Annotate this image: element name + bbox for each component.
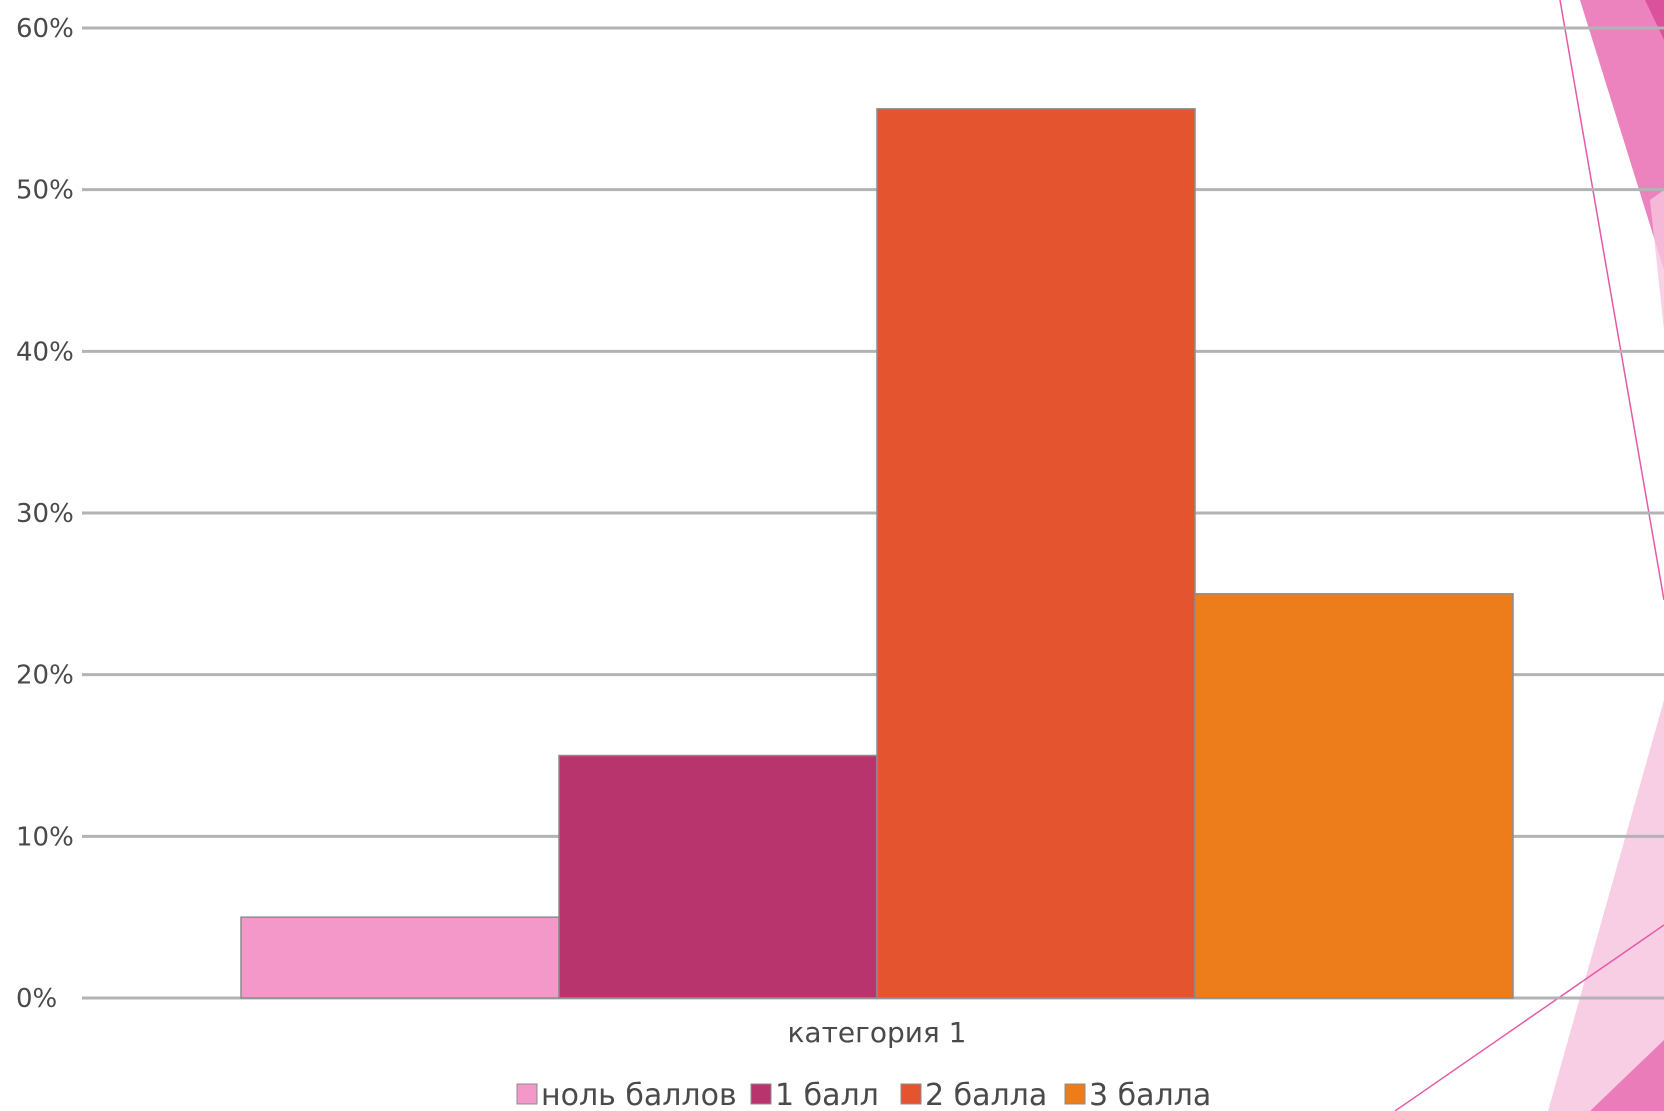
decor-bottom-corner — [1590, 1040, 1664, 1111]
legend-label: 3 балла — [1089, 1078, 1211, 1111]
decorative-slide-shapes — [1394, 0, 1664, 1111]
decor-bottom-shard — [1548, 700, 1664, 1111]
y-tick-label: 20% — [16, 661, 74, 691]
bar — [876, 108, 1196, 999]
decor-line-1 — [1559, 0, 1664, 601]
x-category-label: категория 1 — [788, 1016, 967, 1049]
legend-label: 1 балл — [775, 1078, 879, 1111]
legend-swatch — [750, 1083, 772, 1105]
y-tick-label: 40% — [16, 337, 74, 367]
decor-top-shard — [1580, 0, 1664, 270]
legend: ноль баллов 1 балл 2 балла 3 балла — [516, 1078, 1211, 1111]
y-tick-label: 10% — [16, 822, 74, 852]
legend-swatch — [1064, 1083, 1086, 1105]
decor-line-2 — [1394, 924, 1664, 1111]
y-tick-label: 30% — [16, 499, 74, 529]
decor-top-corner — [1645, 0, 1664, 40]
bars — [240, 108, 1514, 999]
bar — [1194, 593, 1514, 999]
legend-label: ноль баллов — [541, 1078, 737, 1111]
y-axis-tick-labels: 0% 10% 20% 30% 40% 50% 60% — [16, 14, 74, 1014]
legend-swatch — [900, 1083, 922, 1105]
x-axis-category-labels: категория 1 — [788, 1016, 967, 1049]
y-tick-label: 50% — [16, 176, 74, 206]
decor-mid-shard — [1650, 190, 1664, 330]
y-tick-label: 0% — [16, 984, 57, 1014]
bar — [240, 916, 560, 999]
legend-swatch — [516, 1083, 538, 1105]
legend-label: 2 балла — [925, 1078, 1047, 1111]
bar — [558, 754, 878, 999]
y-tick-label: 60% — [16, 14, 74, 44]
